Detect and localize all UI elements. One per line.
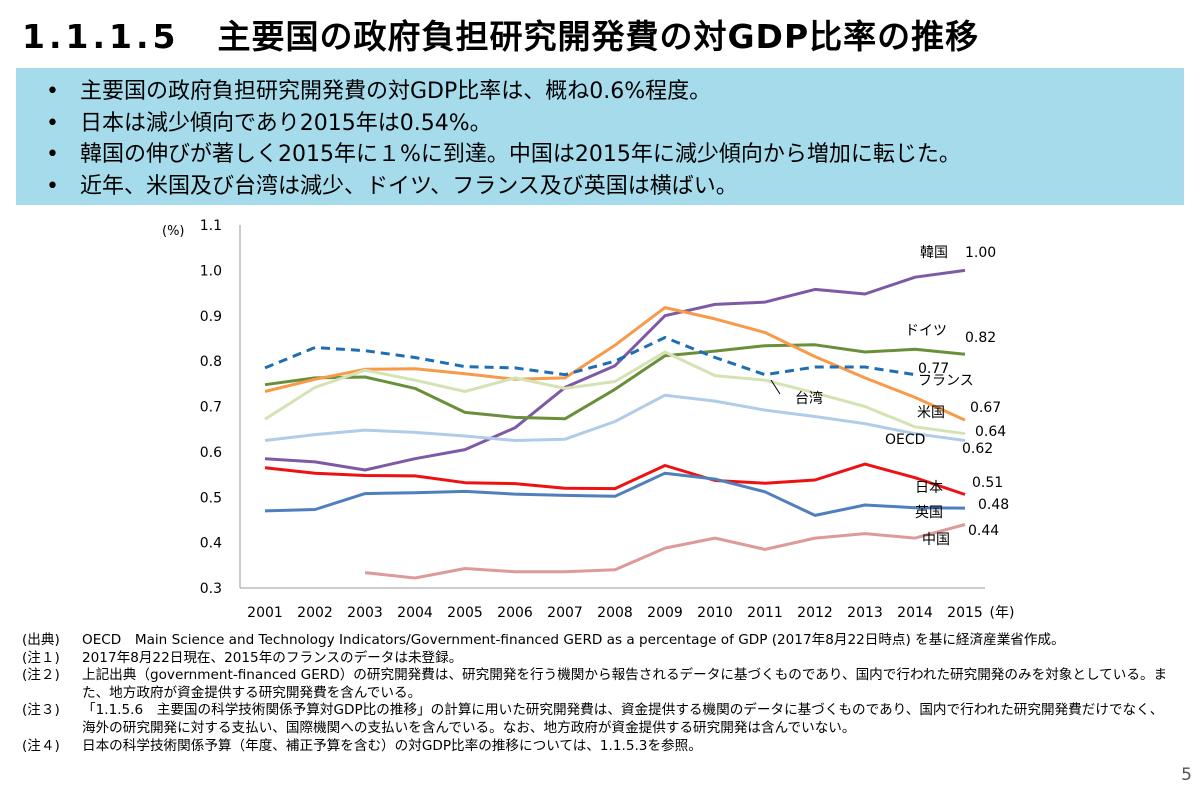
summary-text: 韓国の伸びが著しく2015年に１%に到達。中国は2015年に減少傾向から増加に転… [80,142,961,167]
y-axis-unit: (%) [162,224,185,239]
section-number: 1.1.1.5 [22,17,180,56]
bullet-icon: • [46,173,59,199]
bullet-icon: • [46,142,59,167]
y-tick-label: 0.7 [200,400,222,416]
series-end-value: 0.62 [962,441,993,457]
x-axis-unit: (年) [990,605,1015,621]
taiwan-leader-line [770,379,781,395]
series-name-label: 中国 [922,532,950,548]
note-4: (注４) 日本の科学技術関係予算（年度、補正予算を含む）の対GDP比率の推移につい… [22,738,1172,756]
x-tick-label: 2012 [797,605,833,621]
x-tick-label: 2005 [447,605,483,621]
note-label: (注３) [22,702,60,719]
x-tick-label: 2002 [297,605,333,621]
y-tick-label: 1.0 [200,263,222,279]
note-label: (注２) [22,667,60,684]
x-tick-label: 2009 [647,605,683,621]
series-end-value: 0.77 [918,361,949,377]
series-line-英国 [264,471,966,517]
x-tick-label: 2004 [397,605,433,621]
series-line-ドイツ [264,343,966,421]
series-end-value: 0.64 [975,424,1006,440]
note-text: 上記出典（government-financed GERD）の研究開発費は、研究… [82,667,1168,701]
note-text: OECD Main Science and Technology Indicat… [82,632,1065,648]
series-line-中国 [364,523,966,580]
note-label: (出典) [22,632,60,648]
page-title: 1.1.1.5 主要国の政府負担研究開発費の対GDP比率の推移 [22,10,1192,58]
x-tick-label: 2014 [897,605,933,621]
series-name-label: ドイツ [905,323,947,339]
summary-text: 主要国の政府負担研究開発費の対GDP比率は、概ね0.6%程度。 [80,79,712,104]
series-name-label: 英国 [915,504,943,521]
x-tick-label: 2008 [597,605,633,621]
series-end-value: 0.48 [978,497,1009,513]
bullet-icon: • [46,79,59,104]
note-3: (注３) 「1.1.5.6 主要国の科学技術関係予算対GDP比の推移」の計算に用い… [22,702,1172,737]
x-tick-label: 2015 [947,605,983,621]
summary-text: 近年、米国及び台湾は減少、ドイツ、フランス及び英国は横ばい。 [80,173,738,199]
note-label: (注４) [22,737,60,754]
bullet-icon: • [46,110,59,136]
series-line-台湾 [264,350,966,436]
series-line-韓国 [264,268,966,472]
y-tick-label: 0.4 [200,536,222,552]
summary-item: • 日本は減少傾向であり2015年は0.54%。 [46,108,1184,140]
y-tick-label: 1.1 [200,218,222,234]
series-name-label: 米国 [917,405,945,421]
summary-list: • 主要国の政府負担研究開発費の対GDP比率は、概ね0.6%程度。 • 日本は減少傾… [46,76,1184,202]
y-tick-label: 0.6 [200,445,222,461]
series-name-label: 日本 [915,480,943,496]
x-tick-label: 2013 [847,605,883,621]
x-tick-label: 2001 [247,605,283,621]
series-line-米国 [264,306,966,422]
y-tick-label: 0.8 [200,354,222,370]
summary-item: • 主要国の政府負担研究開発費の対GDP比率は、概ね0.6%程度。 [46,76,1184,108]
note-source: (出典) OECD Main Science and Technology Ind… [22,632,1172,650]
x-tick-label: 2007 [547,605,583,621]
summary-item: • 近年、米国及び台湾は減少、ドイツ、フランス及び英国は横ばい。 [46,171,1184,203]
page-number: 5 [1181,765,1192,785]
series-line-日本 [264,462,966,496]
series-line-OECD [264,393,966,442]
series-end-value: 0.51 [972,475,1003,491]
x-tick-label: 2003 [347,605,383,621]
series-end-value: 1.00 [965,245,996,261]
series-end-value: 0.82 [965,330,996,346]
line-chart: 0.3 0.4 0.5 0.6 0.7 0.8 0.9 1.0 1.1 (%) 2001 2002 20… [162,218,1015,621]
note-text: 2017年8月22日現在、2015年のフランスのデータは未登録。 [82,649,463,666]
series-end-value: 0.67 [970,400,1001,416]
summary-text: 日本は減少傾向であり2015年は0.54%。 [80,110,492,136]
series-name-label: フランス [918,373,974,389]
series-name-label: OECD [885,432,925,448]
x-tick-label: 2006 [497,605,533,621]
notes: (出典) OECD Main Science and Technology Ind… [22,632,1172,755]
note-text: 日本の科学技術関係予算（年度、補正予算を含む）の対GDP比率の推移については、1… [82,737,702,754]
summary-box: • 主要国の政府負担研究開発費の対GDP比率は、概ね0.6%程度。 • 日本は減少傾… [16,68,1184,205]
note-label: (注１) [22,649,60,666]
y-tick-label: 0.3 [200,581,222,597]
x-tick-label: 2010 [697,605,733,621]
series-end-value: 0.44 [968,523,999,539]
note-1: (注１) 2017年8月22日現在、2015年のフランスのデータは未登録。 [22,650,1172,668]
series-name-label: 台湾 [795,390,823,407]
series-name-label: 韓国 [920,245,948,261]
title-text: 主要国の政府負担研究開発費の対GDP比率の推移 [217,17,980,56]
note-2: (注２) 上記出典（government-financed GERD）の研究開発費… [22,667,1172,702]
y-tick-label: 0.9 [200,309,222,325]
summary-item: • 韓国の伸びが著しく2015年に１%に到達。中国は2015年に減少傾向から増加に… [46,139,1184,171]
series-line-フランス [264,336,916,377]
x-tick-label: 2011 [747,605,783,621]
y-tick-label: 0.5 [200,490,222,506]
note-text: 「1.1.5.6 主要国の科学技術関係予算対GDP比の推移」の計算に用いた研究開… [82,702,1164,736]
